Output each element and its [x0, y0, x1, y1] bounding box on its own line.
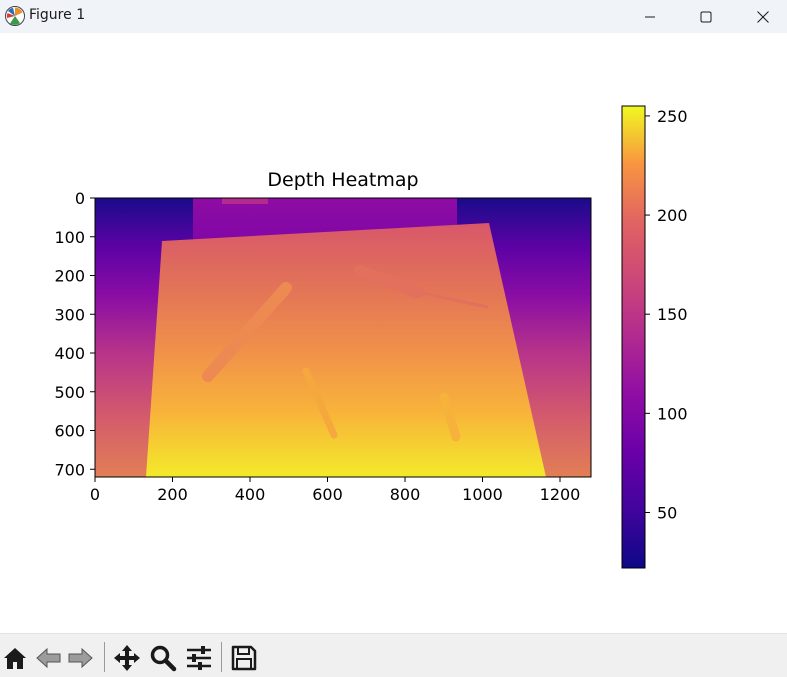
- x-tick-label: 400: [235, 485, 266, 504]
- y-tick-label: 100: [54, 228, 85, 247]
- colorbar-tick-label: 150: [657, 305, 688, 324]
- colorbar-tick-label: 100: [657, 404, 688, 423]
- zoom-button[interactable]: [148, 643, 178, 673]
- colorbar: [621, 105, 646, 569]
- x-axis: 0 200 400 600 800 1000 1200: [90, 477, 580, 504]
- heatmap-image: [95, 198, 591, 477]
- y-tick-label: 200: [54, 267, 85, 286]
- minimize-icon: [645, 16, 655, 17]
- minimize-button[interactable]: [622, 0, 678, 33]
- window-title: Figure 1: [29, 7, 86, 23]
- colorbar-tick-label: 50: [657, 503, 677, 522]
- y-tick-label: 600: [54, 422, 85, 441]
- forward-button[interactable]: [66, 643, 96, 673]
- home-button[interactable]: [0, 643, 30, 673]
- maximize-icon: [700, 11, 712, 22]
- heatmap-tool-right: [439, 392, 461, 442]
- close-icon: [757, 10, 769, 23]
- y-axis: 0 100 200 300 400 500 600 700: [54, 189, 95, 479]
- x-tick-label: 1000: [462, 485, 503, 504]
- matplotlib-app-icon: [5, 6, 25, 26]
- maximize-button[interactable]: [678, 0, 734, 33]
- home-icon: [4, 648, 26, 669]
- save-icon: [231, 645, 257, 671]
- heatmap-upper-box-edge: [222, 198, 268, 204]
- heatmap-table-surface: [146, 223, 546, 477]
- figure-canvas[interactable]: Depth Heatmap 0 200 400 600 800 1000 1200 0 100…: [0, 33, 787, 633]
- toolbar-separator: [104, 642, 105, 672]
- close-button[interactable]: [735, 0, 787, 33]
- y-tick-label: 300: [54, 305, 85, 324]
- y-tick-label: 0: [75, 189, 85, 208]
- y-tick-label: 500: [54, 383, 85, 402]
- back-arrow-icon: [36, 647, 61, 669]
- back-button[interactable]: [33, 643, 63, 673]
- colorbar-axis: 50 100 150 200 250: [645, 107, 688, 522]
- sliders-icon: [187, 646, 211, 670]
- configure-subplots-button[interactable]: [184, 643, 214, 673]
- save-button[interactable]: [229, 643, 259, 673]
- y-tick-label: 400: [54, 344, 85, 363]
- move-icon: [114, 645, 140, 671]
- colorbar-tick-label: 250: [657, 107, 688, 126]
- heatmap-chart: Depth Heatmap 0 200 400 600 800 1000 1200 0 100…: [54, 105, 688, 569]
- colorbar-tick-label: 200: [657, 206, 688, 225]
- x-tick-label: 800: [390, 485, 421, 504]
- x-tick-label: 600: [312, 485, 343, 504]
- x-tick-label: 200: [157, 485, 188, 504]
- heatmap-tool-diagonal: [202, 282, 292, 382]
- navigation-toolbar: [0, 633, 787, 677]
- heatmap-tool-screwdriver-handle: [354, 265, 424, 298]
- forward-arrow-icon: [68, 647, 93, 669]
- x-tick-label: 1200: [540, 485, 581, 504]
- heatmap-tool-center: [302, 367, 338, 439]
- heatmap-tool-screwdriver-shaft: [416, 290, 489, 309]
- x-tick-label: 0: [90, 485, 100, 504]
- toolbar-separator: [221, 642, 222, 672]
- chart-title: Depth Heatmap: [267, 169, 418, 191]
- zoom-icon: [150, 645, 177, 672]
- y-tick-label: 700: [54, 460, 85, 479]
- plot-frame: [94, 197, 592, 478]
- window-title-bar: Figure 1: [0, 0, 787, 33]
- pan-button[interactable]: [112, 643, 142, 673]
